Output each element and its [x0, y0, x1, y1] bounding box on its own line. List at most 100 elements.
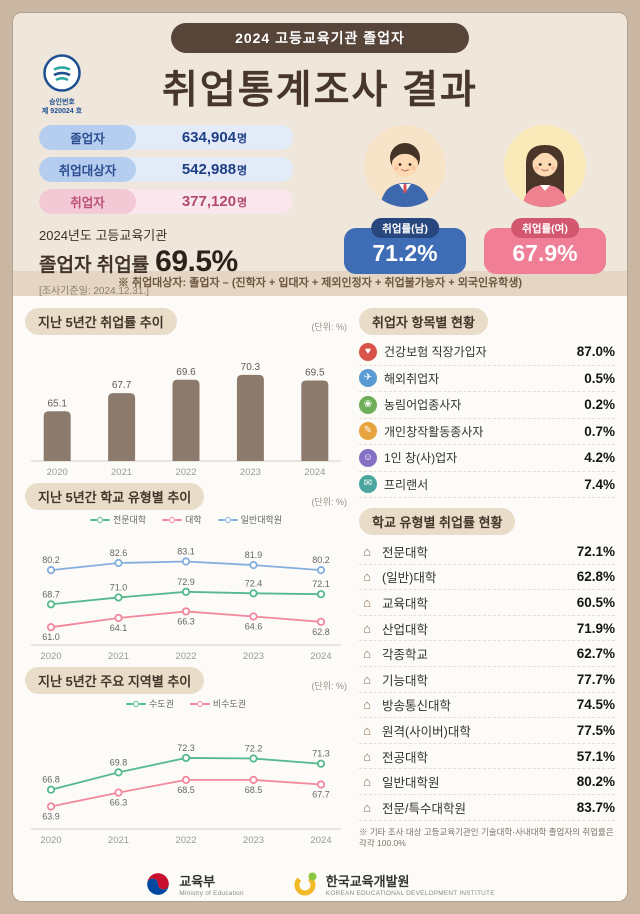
- stat-label: 취업대상자: [39, 157, 136, 182]
- target-definition-bar: ※ 취업대상자: 졸업자 – (진학자 + 입대자 + 제외인정자 + 취업불가…: [13, 271, 627, 296]
- employment-row-2: ❀ 농림어업종사자 0.2%: [359, 392, 615, 419]
- female-avatar-icon: [504, 125, 586, 207]
- page-title: 취업통계조사 결과: [162, 69, 478, 112]
- school-value: 60.5%: [576, 594, 615, 610]
- x-tick-label: 2023: [240, 467, 261, 478]
- data-point: [114, 613, 123, 623]
- school-building-icon: ⌂: [363, 722, 371, 738]
- point-value-label: 69.8: [110, 757, 128, 767]
- x-tick-label: 2020: [40, 835, 61, 846]
- school-list: ⌂ 전문대학 72.1% ⌂ (일반)대학 62.8% ⌂ 교육대학 60.5% ⌂ 산업대학 71.…: [359, 539, 615, 821]
- x-tick-label: 2020: [40, 651, 61, 662]
- male-rate-badge: 취업률(남) 71.2%: [344, 218, 466, 274]
- moe-seal-icon: [43, 54, 81, 92]
- point-value-label: 66.3: [177, 616, 195, 626]
- data-point: [181, 753, 191, 763]
- school-value: 71.9%: [576, 620, 615, 636]
- panel-title: 학교 유형별 취업률 현황: [359, 508, 516, 535]
- school-building-icon: ⌂: [363, 594, 371, 610]
- approval-number-value: 제 920024 호: [41, 108, 83, 116]
- school-type-rate-panel: 학교 유형별 취업률 현황 ⌂ 전문대학 72.1% ⌂ (일반)대학 62.8% ⌂ 교육대…: [359, 508, 615, 849]
- data-point: [181, 587, 191, 596]
- charts-column: 지난 5년간 취업률 추이 (단위: %) 65.1 2020 67.7 2021 69…: [25, 308, 347, 859]
- school-label: 전문대학: [382, 545, 429, 560]
- legend-item: 전문대학: [89, 513, 146, 526]
- data-point: [114, 593, 123, 602]
- x-tick-label: 2021: [108, 835, 129, 846]
- point-value-label: 66.8: [42, 775, 60, 785]
- school-building-icon: ⌂: [363, 799, 371, 815]
- data-point: [46, 802, 56, 811]
- x-tick-label: 2024: [304, 467, 325, 478]
- school-building-icon: ⌂: [363, 543, 371, 559]
- header-section: 2024 고등교육기관 졸업자 취업통계조사 결과 승인번호 제 920024 …: [13, 13, 627, 297]
- school-type-line-chart: 2020 2021 2022 2023 2024 68.7 71.0 72.9 72.4 72.1…: [25, 527, 347, 667]
- point-value-label: 64.1: [110, 623, 128, 633]
- school-row-5: ⌂ 기능대학 77.7%: [359, 667, 615, 693]
- key-stats: 졸업자 634,904명 취업대상자 542,988명 취업자 377,120명 2024…: [13, 115, 627, 297]
- data-point: [181, 775, 191, 784]
- point-value-label: 72.3: [177, 743, 195, 753]
- employment-label: 해외취업자: [384, 371, 440, 386]
- bar-value-label: 70.3: [241, 362, 261, 373]
- legend-item: 비수도권: [189, 697, 246, 710]
- school-label: (일반)대학: [382, 571, 437, 586]
- female-rate-label: 취업률(여): [511, 218, 579, 238]
- point-value-label: 80.2: [42, 555, 60, 565]
- school-row-7: ⌂ 원격(사이버)대학 77.5%: [359, 718, 615, 744]
- school-row-4: ⌂ 각종학교 62.7%: [359, 641, 615, 667]
- stats-left: 졸업자 634,904명 취업대상자 542,988명 취업자 377,120명 2024…: [39, 125, 293, 297]
- male-avatar-icon: [364, 125, 446, 207]
- creative-activity-icon: ✎: [359, 422, 377, 441]
- stat-value: 542,988명: [181, 161, 248, 178]
- data-point: [249, 775, 258, 784]
- school-row-10: ⌂ 전문/특수대학원 83.7%: [359, 795, 615, 821]
- point-value-label: 72.9: [177, 577, 195, 587]
- male-rate-block: 취업률(남) 71.2%: [341, 125, 469, 274]
- school-building-icon: ⌂: [363, 697, 371, 713]
- school-row-9: ⌂ 일반대학원 80.2%: [359, 769, 615, 795]
- freelancer-icon: ✉: [359, 475, 377, 494]
- data-point: [249, 612, 258, 621]
- bar-2022: [172, 379, 200, 461]
- school-building-icon: ⌂: [363, 646, 371, 662]
- point-value-label: 72.1: [312, 579, 330, 589]
- stat-row-2: 취업자 377,120명: [39, 189, 293, 214]
- main-content: 지난 5년간 취업률 추이 (단위: %) 65.1 2020 67.7 2021 69…: [13, 296, 627, 859]
- employment-row-0: ♥ 건강보험 직장가입자 87.0%: [359, 339, 615, 366]
- region-trend-section: 지난 5년간 주요 지역별 추이 (단위: %) 수도권 비수도권 2020 202…: [25, 667, 347, 851]
- x-tick-label: 2023: [243, 835, 264, 846]
- employment-row-4: ☺ 1인 창(사)업자 4.2%: [359, 445, 615, 472]
- school-label: 각종학교: [382, 648, 429, 663]
- school-building-icon: ⌂: [363, 620, 371, 636]
- point-value-label: 68.7: [42, 589, 60, 599]
- agriculture-fishery-icon: ❀: [359, 395, 377, 414]
- moe-name: 교육부: [179, 874, 216, 890]
- employment-value: 0.2%: [584, 397, 615, 413]
- school-row-0: ⌂ 전문대학 72.1%: [359, 539, 615, 565]
- school-value: 83.7%: [576, 799, 615, 815]
- legend-item: 수도권: [126, 697, 174, 710]
- data-point: [114, 558, 123, 568]
- summary-line2: 졸업자 취업률 69.5%: [39, 245, 293, 279]
- employment-value: 7.4%: [584, 476, 615, 492]
- x-tick-label: 2023: [243, 651, 264, 662]
- school-value: 62.7%: [576, 646, 615, 662]
- school-value: 62.8%: [576, 569, 615, 585]
- poster-card: 2024 고등교육기관 졸업자 취업통계조사 결과 승인번호 제 920024 …: [12, 12, 628, 902]
- data-point: [249, 754, 258, 763]
- school-row-1: ⌂ (일반)대학 62.8%: [359, 565, 615, 591]
- stat-pills: 졸업자 634,904명 취업대상자 542,988명 취업자 377,120명: [39, 125, 293, 214]
- employment-value: 0.5%: [584, 370, 615, 386]
- region-line-chart: 2020 2021 2022 2023 2024 66.8 69.8 72.3 72.2 71.3…: [25, 711, 347, 851]
- x-tick-label: 2024: [310, 651, 331, 662]
- point-value-label: 63.9: [42, 811, 60, 821]
- data-point: [316, 780, 326, 789]
- bar-value-label: 65.1: [47, 398, 67, 409]
- footer: 교육부 Ministry of Education 한국교육개발원 KOREAN…: [13, 859, 627, 897]
- data-point: [46, 600, 56, 609]
- data-point: [316, 566, 326, 575]
- stat-row-1: 취업대상자 542,988명: [39, 157, 293, 182]
- school-row-6: ⌂ 방송통신대학 74.5%: [359, 693, 615, 719]
- point-value-label: 66.3: [110, 798, 128, 808]
